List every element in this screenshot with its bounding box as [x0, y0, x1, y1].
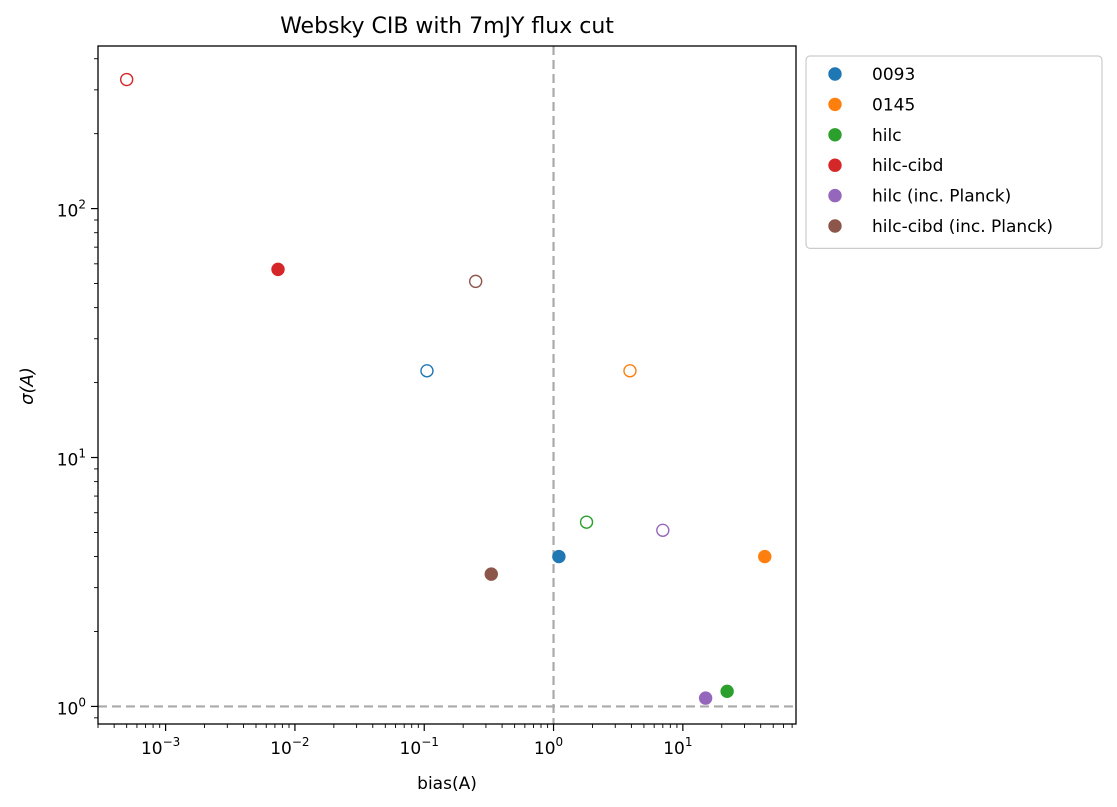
legend-marker [828, 97, 842, 112]
y-tick-label: 102 [57, 198, 86, 222]
data-point [698, 691, 713, 705]
legend-frame [805, 55, 1103, 249]
legend-label: hilc [872, 126, 902, 146]
data-point [552, 549, 566, 564]
data-point [119, 72, 134, 87]
legend-label: hilc-cibd [872, 156, 943, 176]
legend-marker [828, 128, 842, 142]
data-point [484, 567, 498, 581]
legend: 0093 0145 hilc hilc-cibd hilc (inc. Planck) h… [805, 55, 1103, 249]
legend-marker [828, 188, 842, 203]
legend-label: 0145 [872, 95, 915, 115]
data-point [623, 364, 637, 378]
legend-marker [828, 67, 842, 81]
data-point [579, 515, 594, 529]
data-point [656, 523, 670, 538]
x-tick-label: 10−2 [270, 735, 309, 759]
chart-title: Websky CIB with 7mJY flux cut [280, 14, 614, 39]
x-tick-label: 10−3 [141, 735, 180, 759]
legend-marker [828, 219, 842, 233]
x-axis-label: bias(A) [417, 774, 477, 794]
data-point [271, 262, 285, 277]
data-point [720, 684, 734, 699]
plot-area: 10−3 10−2 10−1 100 101 100 101 102 [57, 45, 797, 759]
x-tick-label: 10−1 [400, 735, 439, 759]
data-point [758, 549, 772, 564]
y-tick-label: 100 [57, 695, 86, 719]
data-point [468, 274, 483, 289]
legend-label: hilc-cibd (inc. Planck) [872, 217, 1053, 237]
legend-label: 0093 [872, 65, 915, 85]
plot-frame [97, 45, 797, 725]
y-axis-label: σ(A) [17, 367, 38, 405]
x-tick-label: 100 [534, 735, 563, 759]
y-tick-label: 101 [57, 447, 86, 471]
x-tick-label: 101 [663, 735, 692, 759]
legend-label: hilc (inc. Planck) [872, 187, 1011, 207]
data-point [420, 364, 434, 378]
legend-marker [828, 158, 842, 172]
